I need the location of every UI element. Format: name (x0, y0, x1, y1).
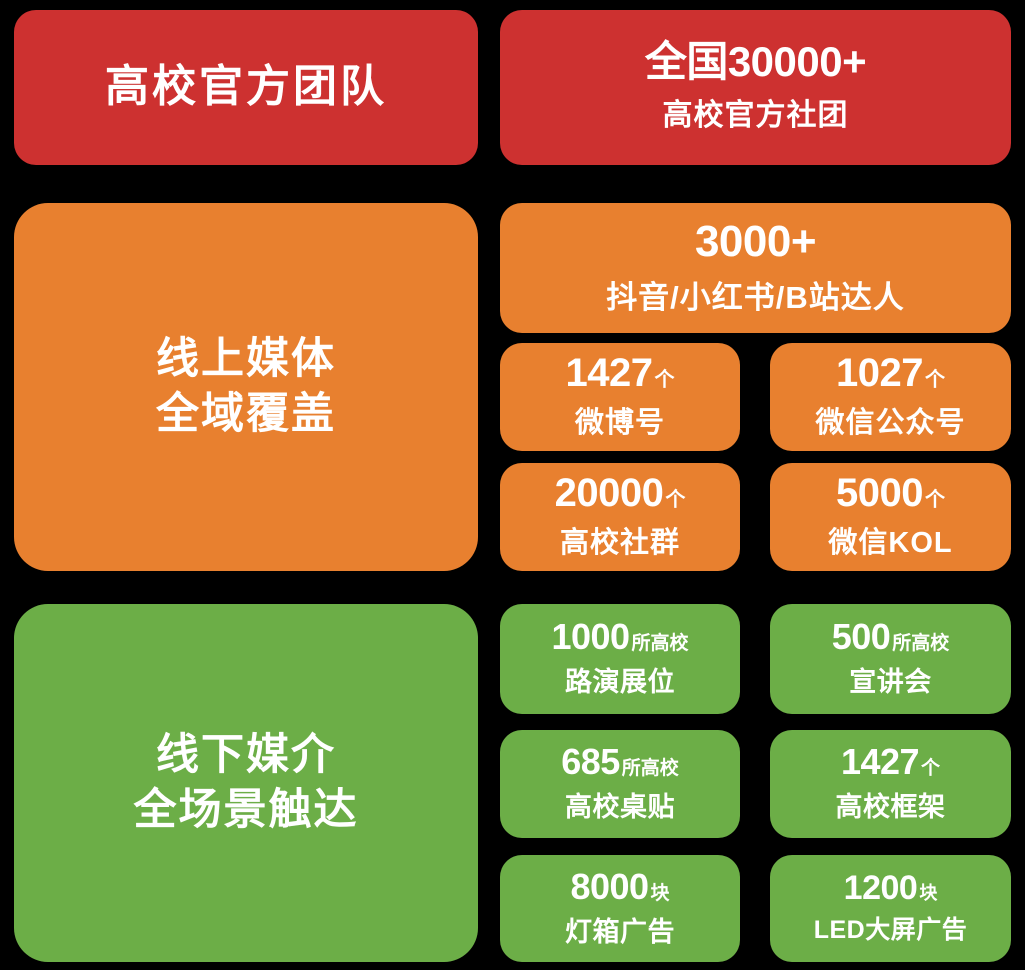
stat-value-row: 全国30000+ (644, 38, 867, 85)
stat-value-row: 500 所高校 (832, 619, 950, 655)
card-desk-stickers-stat: 685 所高校 高校桌贴 (500, 730, 740, 838)
category-label-line-1: 线上媒体 (156, 334, 336, 383)
category-label: 线下媒介 全场景触达 (134, 728, 359, 838)
stat-value-row: 20000 个 (555, 473, 686, 513)
card-official-campus-team: 高校官方团队 (14, 10, 478, 165)
stat-value-row: 1027 个 (836, 353, 945, 393)
stat-label: 微信公众号 (815, 407, 966, 439)
card-national-clubs-stat: 全国30000+ 高校官方社团 (500, 10, 1011, 165)
stat-unit: 所高校 (892, 633, 950, 654)
stat-unit: 个 (665, 489, 686, 511)
stat-label: 高校桌贴 (565, 792, 675, 822)
stat-number: 8000 (570, 865, 649, 907)
stat-value-row: 3000+ (694, 216, 817, 266)
stat-unit: 所高校 (631, 633, 689, 654)
stat-number: 20000 (554, 471, 664, 515)
stat-label: 微信KOL (828, 527, 953, 559)
card-led-screen-ads-stat: 1200 块 LED大屏广告 (770, 855, 1011, 962)
card-campus-frames-stat: 1427 个 高校框架 (770, 730, 1011, 838)
card-offline-media-category: 线下媒介 全场景触达 (14, 604, 478, 962)
stat-number: 1000 (551, 616, 630, 657)
card-info-sessions-stat: 500 所高校 宣讲会 (770, 604, 1011, 714)
stat-number: 1027 (836, 351, 923, 395)
stat-unit: 块 (919, 883, 938, 903)
card-lightbox-ads-stat: 8000 块 灯箱广告 (500, 855, 740, 962)
stat-value-row: 1000 所高校 (551, 619, 688, 655)
stat-label: 微博号 (574, 407, 665, 439)
stat-value-row: 1427 个 (566, 353, 675, 393)
stat-number: 全国30000+ (644, 38, 867, 85)
stat-label: 高校社群 (559, 527, 680, 559)
stat-number: 3000+ (694, 216, 817, 266)
category-label-line-2: 全域覆盖 (156, 390, 336, 438)
stat-label: 抖音/小红书/B站达人 (606, 279, 905, 315)
stat-unit: 个 (924, 369, 945, 391)
stat-number: 685 (561, 741, 620, 782)
stat-value-row: 685 所高校 (561, 744, 679, 780)
stat-unit: 块 (650, 882, 670, 904)
card-weibo-accounts-stat: 1427 个 微博号 (500, 343, 740, 451)
stat-value-row: 5000 个 (836, 473, 945, 513)
stat-value-row: 1427 个 (841, 744, 940, 780)
card-wechat-official-accounts-stat: 1027 个 微信公众号 (770, 343, 1011, 451)
stat-label: LED大屏广告 (813, 916, 968, 944)
stat-label: 灯箱广告 (565, 916, 675, 947)
stat-number: 1200 (843, 869, 918, 907)
stat-label: 高校框架 (835, 792, 946, 822)
card-roadshow-booths-stat: 1000 所高校 路演展位 (500, 604, 740, 714)
stat-number: 5000 (836, 471, 923, 515)
stat-unit: 个 (921, 758, 941, 779)
card-title-text: 高校官方团队 (105, 62, 387, 112)
card-wechat-kol-stat: 5000 个 微信KOL (770, 463, 1011, 571)
stat-number: 1427 (840, 741, 920, 782)
stat-value-row: 1200 块 (844, 871, 938, 905)
card-campus-communities-stat: 20000 个 高校社群 (500, 463, 740, 571)
card-influencer-stat: 3000+ 抖音/小红书/B站达人 (500, 203, 1011, 333)
stat-unit: 个 (924, 489, 945, 511)
stat-value-row: 8000 块 (570, 865, 670, 907)
stat-unit: 个 (654, 369, 675, 391)
card-online-media-category: 线上媒体 全域覆盖 (14, 203, 478, 571)
stat-unit: 所高校 (621, 758, 679, 779)
category-label: 线上媒体 全域覆盖 (156, 332, 336, 442)
stat-label: 高校官方社团 (662, 99, 849, 132)
stat-label: 路演展位 (565, 667, 675, 697)
stat-label: 宣讲会 (849, 667, 932, 697)
category-label-line-2: 全场景触达 (133, 786, 359, 834)
stat-number: 500 (831, 616, 891, 657)
category-label-line-1: 线下媒介 (156, 730, 336, 779)
stat-number: 1427 (565, 351, 653, 395)
